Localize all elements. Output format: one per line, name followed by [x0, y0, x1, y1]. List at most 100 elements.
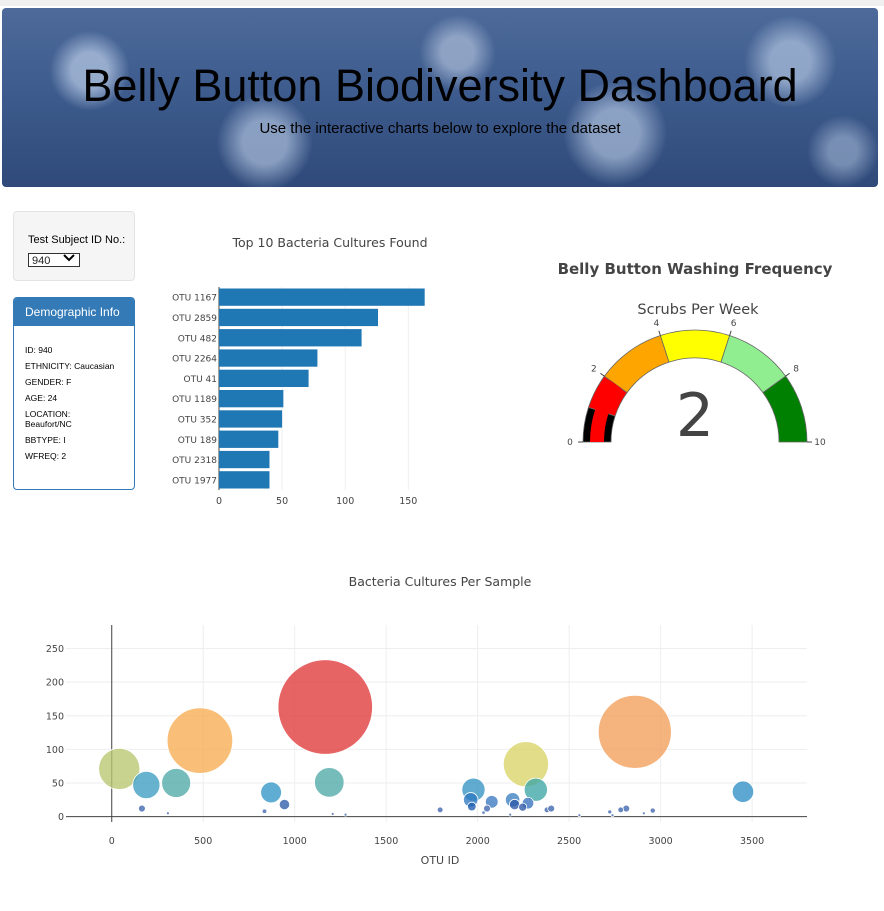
bubble [547, 804, 556, 813]
bar-category-label: OTU 1167 [172, 294, 217, 304]
top10-bar-chart[interactable]: Top 10 Bacteria Cultures Found 0 50 100 150 O… [150, 225, 450, 507]
gauge-tick-label: 6 [731, 319, 737, 329]
bubble [509, 798, 521, 811]
demographic-id: ID: 940 [25, 345, 53, 355]
bar [219, 471, 270, 489]
demographic-panel-title: Demographic Info [14, 298, 134, 326]
bubble [597, 694, 672, 769]
bubble [166, 811, 170, 816]
bubble [481, 810, 486, 815]
bar-category-label: OTU 2264 [172, 355, 217, 365]
bar-category-label: OTU 189 [178, 436, 217, 446]
gauge-tick-label: 10 [814, 438, 826, 448]
gauge-title: Belly Button Washing Frequency [558, 260, 833, 278]
gauge-tick [600, 372, 605, 377]
bubble [731, 780, 755, 803]
bubble-y-tick-label: 150 [46, 711, 64, 722]
bubble [518, 802, 528, 812]
bar [219, 430, 279, 448]
bubble-y-tick-label: 50 [52, 779, 64, 790]
bubble-x-tick-label: 1500 [374, 836, 398, 847]
bubble [483, 804, 491, 813]
demographic-ethnicity: ETHNICITY: Caucasian [25, 361, 115, 371]
bar-category-label: OTU 352 [178, 415, 217, 425]
bubble-chart-title: Bacteria Cultures Per Sample [349, 574, 532, 589]
gauge-tick [785, 372, 790, 377]
bar-category-label: OTU 2318 [172, 456, 217, 466]
gauge-tick [729, 330, 732, 336]
bubble [577, 813, 582, 818]
demographic-location: LOCATION: Beaufort/NC [25, 409, 72, 429]
gauge-step [659, 329, 731, 363]
bubble [161, 768, 192, 798]
bar [219, 369, 309, 387]
bar-category-label: OTU 1189 [172, 395, 217, 405]
bar-chart-title: Top 10 Bacteria Cultures Found [231, 235, 427, 250]
bubble [467, 801, 477, 812]
bar [219, 288, 425, 306]
washing-frequency-gauge[interactable]: Belly Button Washing Frequency Scrubs Per… [540, 250, 860, 465]
gauge-value-bar [590, 380, 622, 442]
gauge-tick-label: 4 [654, 319, 660, 329]
gauge-tick [658, 330, 661, 336]
page-title: Belly Button Biodiversity Dashboard [82, 60, 798, 111]
subject-select-label: Test Subject ID No.: [28, 234, 126, 246]
demographic-panel-body: ID: 940 ETHNICITY: Caucasian GENDER: F A… [14, 326, 134, 461]
header-banner: Belly Button Biodiversity Dashboard Use … [2, 8, 878, 187]
bubble [343, 812, 348, 817]
bar [219, 349, 318, 367]
bar [219, 450, 270, 469]
bubble-chart[interactable]: Bacteria Cultures Per Sample 0 50 100 150 200… [40, 565, 840, 875]
bar-x-tick-label: 50 [276, 496, 288, 507]
bubble [277, 659, 373, 755]
bar [219, 410, 283, 428]
bubble-x-tick-label: 2500 [557, 836, 581, 847]
bubble-x-tick-label: 1000 [283, 836, 307, 847]
bubble [649, 807, 656, 814]
bubble-x-tick-label: 3500 [740, 836, 764, 847]
chevron-down-icon [63, 253, 75, 267]
bubble-y-tick-label: 250 [46, 644, 64, 655]
bar-x-tick-label: 100 [336, 496, 354, 507]
top-border [0, 0, 884, 6]
bubble-x-tick-label: 2000 [466, 836, 490, 847]
bubble [641, 811, 646, 816]
bar-x-tick-label: 150 [399, 496, 417, 507]
gauge-tick-label: 2 [591, 365, 597, 375]
bubble [607, 809, 613, 815]
bubble [261, 808, 268, 814]
subject-id-value: 940 [32, 255, 51, 267]
bubble-y-tick-label: 0 [58, 812, 64, 823]
bubble [138, 804, 146, 813]
bubble-y-tick-label: 200 [46, 678, 64, 689]
bubble [436, 806, 444, 814]
bubble-x-tick-label: 0 [109, 836, 115, 847]
bar-category-label: OTU 1977 [172, 476, 217, 486]
gauge-subtitle: Scrubs Per Week [637, 302, 759, 318]
demographic-wfreq: WFREQ: 2 [25, 451, 67, 461]
bubble [523, 777, 548, 802]
bubble [617, 806, 625, 814]
bubble [132, 770, 161, 800]
subject-id-select[interactable]: 940 [28, 253, 80, 267]
bubble [166, 707, 234, 774]
demographic-bbtype: BBTYPE: I [25, 435, 66, 445]
bar [219, 329, 362, 347]
demographic-gender: GENDER: F [25, 377, 72, 387]
bar-category-label: OTU 2859 [172, 314, 217, 324]
gauge-value: 2 [676, 381, 714, 451]
bubble-y-tick-label: 100 [46, 745, 64, 756]
bubble-x-tick-label: 3000 [649, 836, 673, 847]
bar [219, 390, 284, 408]
bubble [260, 781, 282, 804]
bar [219, 308, 378, 327]
bubble-x-tick-label: 500 [194, 836, 212, 847]
page-subtitle: Use the interactive charts below to expl… [259, 120, 621, 137]
bubble [330, 812, 335, 816]
bar-category-label: OTU 41 [184, 375, 217, 385]
bubble [278, 798, 291, 811]
demographic-panel: Demographic Info ID: 940 ETHNICITY: Cauc… [13, 297, 135, 490]
subject-select-well: Test Subject ID No.: 940 [13, 211, 135, 281]
bubble-x-axis-title: OTU ID [421, 854, 460, 867]
bar-category-label: OTU 482 [178, 334, 217, 344]
